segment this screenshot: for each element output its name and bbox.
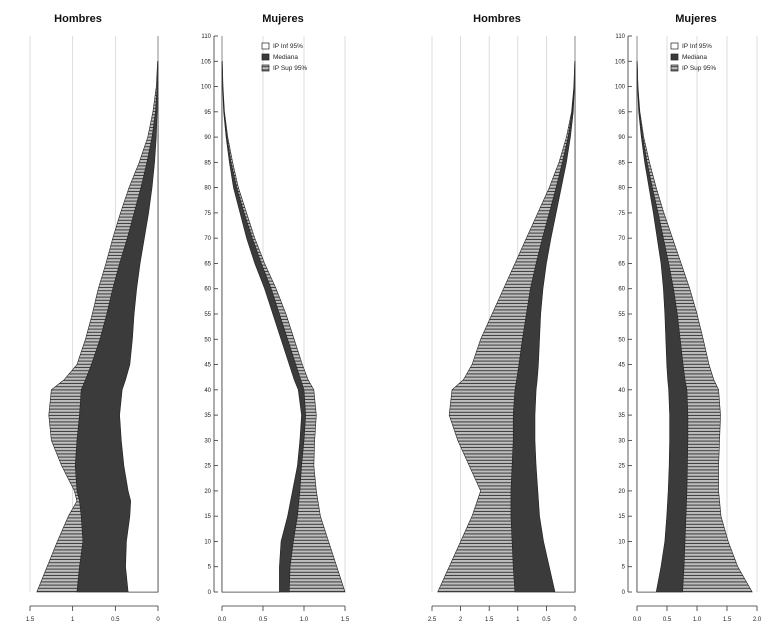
- age-tick-label: 95: [618, 110, 625, 116]
- area-hombres-ip-inf-95-: [119, 60, 159, 593]
- age-tick-label: 35: [618, 413, 625, 419]
- age-tick-label: 85: [618, 160, 625, 166]
- x-tick-label: 1.5: [341, 617, 350, 623]
- age-tick-label: 70: [618, 236, 625, 242]
- age-tick-label: 110: [615, 34, 625, 40]
- age-tick-label: 95: [204, 110, 211, 116]
- age-axis: 0 5 10 15 20 25 30 35 40 45 50 55 60 65 70 75 80 85 90 95 10…: [201, 34, 218, 596]
- panel-title: Hombres: [54, 13, 102, 25]
- age-tick-label: 60: [618, 287, 625, 293]
- x-tick-label: 2: [459, 617, 463, 623]
- age-tick-label: 45: [204, 363, 211, 369]
- age-tick-label: 90: [618, 135, 625, 141]
- age-tick-label: 80: [204, 186, 211, 192]
- age-tick-label: 15: [204, 514, 211, 520]
- age-tick-label: 80: [618, 186, 625, 192]
- x-tick-label: 1.0: [300, 617, 309, 623]
- age-tick-label: 35: [204, 413, 211, 419]
- legend-label: Mediana: [273, 54, 298, 61]
- age-tick-label: 20: [204, 489, 211, 495]
- age-tick-label: 0: [622, 590, 626, 596]
- legend-swatch: [670, 42, 679, 50]
- age-tick-label: 15: [618, 514, 625, 520]
- age-tick-label: 75: [204, 211, 211, 217]
- age-tick-label: 65: [204, 261, 211, 267]
- age-tick-label: 45: [618, 363, 625, 369]
- panel-title: Hombres: [473, 13, 521, 25]
- legend-swatch: [261, 53, 270, 61]
- age-tick-label: 105: [615, 59, 626, 65]
- legend-label: IP Sup 95%: [273, 65, 307, 72]
- age-tick-label: 105: [201, 59, 212, 65]
- age-tick-label: 30: [204, 438, 211, 444]
- x-tick-label: 0.0: [218, 617, 227, 623]
- age-tick-label: 90: [204, 135, 211, 141]
- x-tick-label: 2.0: [753, 617, 762, 623]
- age-tick-label: 60: [204, 287, 211, 293]
- x-tick-label: 2.5: [428, 617, 437, 623]
- x-tick-label: 0.5: [259, 617, 268, 623]
- age-tick-label: 25: [204, 464, 211, 470]
- x-tick-label: 1.5: [26, 617, 35, 623]
- age-tick-label: 40: [618, 388, 625, 394]
- legend-label: IP Inf 95%: [682, 43, 712, 50]
- age-tick-label: 50: [204, 337, 211, 343]
- age-tick-label: 5: [208, 565, 212, 571]
- chart-1: Hombres 1.5 1 0.5 0 Mujeres 0.0 0.5 1.0 1.5 0 5 10 15…: [26, 13, 350, 623]
- age-tick-label: 30: [618, 438, 625, 444]
- area-mujeres-ip-inf-95-: [221, 60, 302, 593]
- x-tick-label: 0.5: [542, 617, 551, 623]
- legend-swatch: [261, 64, 270, 72]
- x-tick-label: 1.0: [693, 617, 702, 623]
- age-tick-label: 0: [208, 590, 212, 596]
- legend-swatch: [670, 53, 679, 61]
- age-tick-label: 20: [618, 489, 625, 495]
- age-tick-label: 25: [618, 464, 625, 470]
- age-tick-label: 75: [618, 211, 625, 217]
- legend-label: Mediana: [682, 54, 707, 61]
- area-mujeres-ip-inf-95-: [636, 60, 670, 593]
- x-tick-label: 0.5: [663, 617, 672, 623]
- age-tick-label: 55: [618, 312, 625, 318]
- age-tick-label: 85: [204, 160, 211, 166]
- legend-label: IP Inf 95%: [273, 43, 303, 50]
- legend-swatch: [261, 42, 270, 50]
- age-tick-label: 10: [204, 539, 211, 545]
- x-tick-label: 0: [573, 617, 577, 623]
- x-tick-label: 1.5: [723, 617, 732, 623]
- age-tick-label: 10: [618, 539, 625, 545]
- age-axis: 0 5 10 15 20 25 30 35 40 45 50 55 60 65 70 75 80 85 90 95 10…: [615, 34, 632, 596]
- age-tick-label: 100: [615, 85, 626, 91]
- age-tick-label: 40: [204, 388, 211, 394]
- age-tick-label: 70: [204, 236, 211, 242]
- age-tick-label: 5: [622, 565, 626, 571]
- legend-swatch: [670, 64, 679, 72]
- x-tick-label: 0.5: [111, 617, 120, 623]
- age-tick-label: 100: [201, 85, 212, 91]
- age-tick-label: 65: [618, 261, 625, 267]
- area-hombres-ip-inf-95-: [534, 60, 576, 593]
- x-tick-label: 1: [516, 617, 520, 623]
- x-tick-label: 0.0: [633, 617, 642, 623]
- x-tick-label: 1.5: [485, 617, 494, 623]
- chart-2: Hombres 2.5 2 1.5 1 0.5 0 Mujeres 0.0 0.5 1.0 1.5 2.…: [428, 13, 762, 623]
- age-tick-label: 50: [618, 337, 625, 343]
- panel-title: Mujeres: [675, 13, 717, 25]
- x-tick-label: 0: [156, 617, 160, 623]
- panel-title: Mujeres: [262, 13, 304, 25]
- age-tick-label: 110: [201, 34, 211, 40]
- age-tick-label: 55: [204, 312, 211, 318]
- legend-label: IP Sup 95%: [682, 65, 716, 72]
- x-tick-label: 1: [71, 617, 75, 623]
- legend: IP Inf 95% Mediana IP Sup 95%: [670, 42, 716, 72]
- legend: IP Inf 95% Mediana IP Sup 95%: [261, 42, 307, 72]
